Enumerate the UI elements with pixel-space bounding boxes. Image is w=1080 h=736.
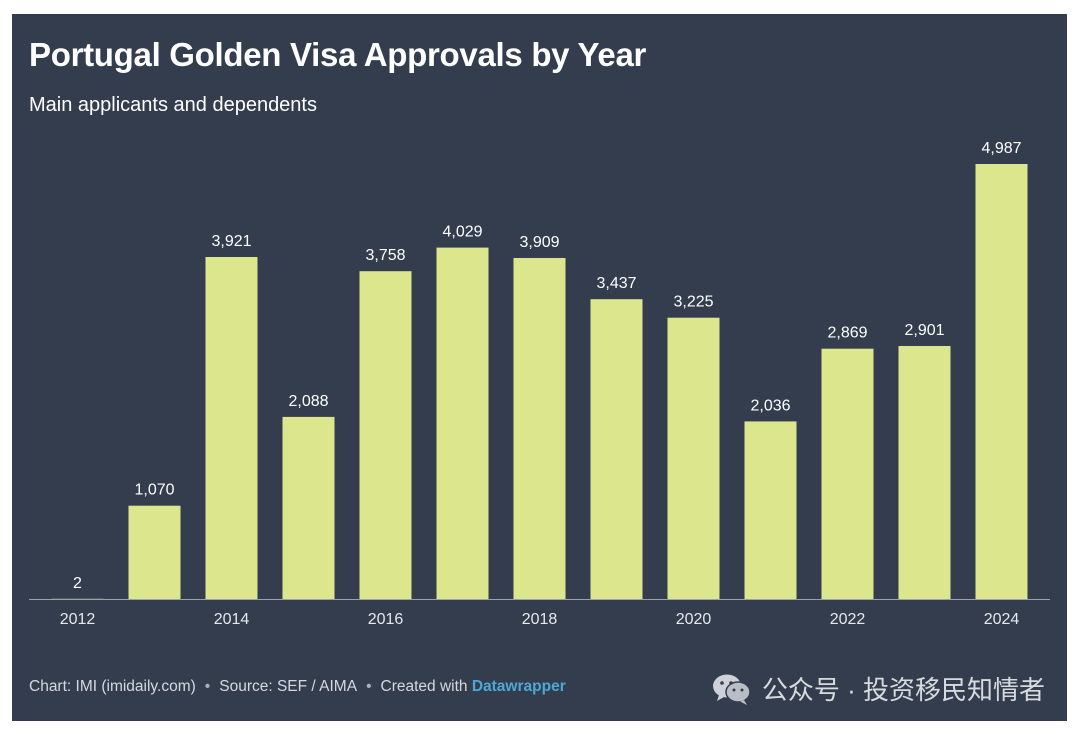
value-labels-group: 2 1,070 3,921 2,088 3,758 4,029 3,909 3,437 3,22… xyxy=(73,140,1022,592)
x-tick-label-2012: 2012 xyxy=(60,611,96,628)
bars-group xyxy=(51,164,1028,599)
bar-2023 xyxy=(898,346,951,599)
bar-2016 xyxy=(359,271,412,599)
value-label-2018: 3,909 xyxy=(519,234,559,251)
separator-dot: • xyxy=(366,678,372,695)
wechat-icon xyxy=(712,674,751,705)
value-label-2021: 2,036 xyxy=(750,397,790,414)
x-tick-label-2018: 2018 xyxy=(522,611,558,628)
value-label-2016: 3,758 xyxy=(365,247,405,264)
value-label-2013: 1,070 xyxy=(134,482,174,499)
chart-subtitle: Main applicants and dependents xyxy=(29,94,317,116)
value-label-2017: 4,029 xyxy=(442,224,482,241)
separator-dot: • xyxy=(204,678,211,695)
bar-2015 xyxy=(282,416,335,599)
bar-2019 xyxy=(590,299,643,599)
watermark: 公众号 · 投资移民知情者 xyxy=(712,670,1045,707)
bar-2017 xyxy=(436,247,489,599)
x-tick-label-2024: 2024 xyxy=(984,611,1020,628)
chart-footer: Chart: IMI (imidaily.com) • Source: SEF / … xyxy=(29,678,566,696)
bar-2020 xyxy=(667,317,720,599)
chart-card: Portugal Golden Visa Approvals by Year M… xyxy=(12,14,1067,721)
value-label-2014: 3,921 xyxy=(211,233,251,250)
value-label-2024: 4,987 xyxy=(981,140,1021,157)
value-label-2023: 2,901 xyxy=(904,322,944,339)
source-text: Source: SEF / AIMA xyxy=(219,678,358,695)
value-label-2012: 2 xyxy=(73,575,82,592)
bar-2024 xyxy=(975,164,1028,599)
x-tick-labels-group: 2012 2014 2016 2018 2020 2022 2024 xyxy=(60,611,1020,628)
chart-credit: Chart: IMI (imidaily.com) xyxy=(29,678,196,695)
bar-chart: 2 1,070 3,921 2,088 3,758 4,029 3,909 3,437 3,22… xyxy=(29,140,1050,628)
value-label-2020: 3,225 xyxy=(673,294,713,311)
x-tick-label-2016: 2016 xyxy=(368,611,404,628)
x-tick-label-2020: 2020 xyxy=(676,611,712,628)
bar-2014 xyxy=(205,257,258,599)
created-with-text: Created with xyxy=(380,678,468,695)
watermark-text: 公众号 · 投资移民知情者 xyxy=(761,675,1045,705)
chart-title: Portugal Golden Visa Approvals by Year xyxy=(29,36,647,73)
datawrapper-link[interactable]: Datawrapper xyxy=(471,678,566,695)
value-label-2019: 3,437 xyxy=(596,275,636,292)
bar-2018 xyxy=(513,258,566,599)
bar-2013 xyxy=(128,505,181,599)
x-tick-label-2014: 2014 xyxy=(214,611,250,628)
value-label-2015: 2,088 xyxy=(288,393,328,410)
bar-2022 xyxy=(821,348,874,599)
value-label-2022: 2,869 xyxy=(827,325,867,342)
x-tick-label-2022: 2022 xyxy=(830,611,866,628)
bar-2021 xyxy=(744,421,797,599)
